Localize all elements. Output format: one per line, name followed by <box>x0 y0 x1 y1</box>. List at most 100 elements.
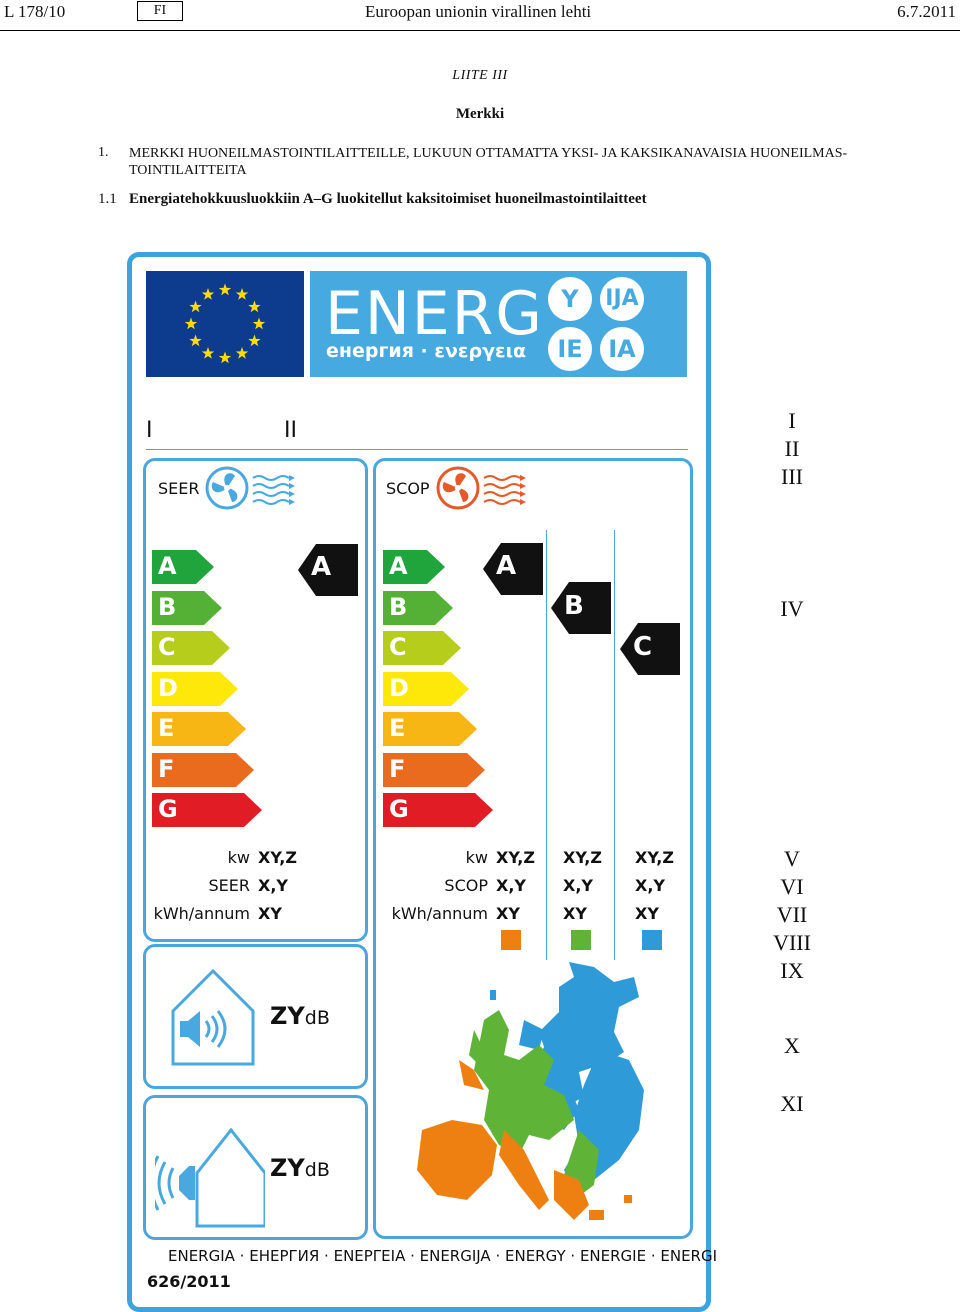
scop-value-average: XY,Z <box>496 848 535 867</box>
lang-suffix-circle: Y <box>548 277 592 321</box>
section-1-1-text: Energiatehokkuusluokkiin A–G luokitellut… <box>129 191 647 207</box>
model-marker: II <box>284 418 297 443</box>
scop-row-label: kWh/annum <box>391 904 488 923</box>
scop-rating-letter: A <box>496 551 517 581</box>
zone-average-swatch <box>501 930 521 950</box>
outdoor-noise-value: ZYdB <box>270 1154 330 1182</box>
lang-suffix-circle: IJA <box>600 277 644 321</box>
scop-class-letter: F <box>389 754 406 783</box>
scop-row-label: SCOP <box>444 876 488 895</box>
seer-class-letter: C <box>158 633 176 661</box>
seer-label: SEER <box>158 479 200 498</box>
outdoor-noise-unit: dB <box>304 1159 330 1181</box>
scop-value-average: X,Y <box>496 876 526 895</box>
scop-rating-arrow-average <box>483 543 543 595</box>
seer-class-letter: A <box>158 552 177 580</box>
fan-cool-icon <box>205 466 295 510</box>
scop-class-letter: E <box>389 714 406 742</box>
scop-value-warmer: XY <box>635 904 659 923</box>
scop-class-letter: A <box>389 552 408 580</box>
eu-star-icon <box>218 351 232 364</box>
scop-label: SCOP <box>386 479 430 498</box>
scop-rating-arrow-warmer <box>620 623 680 675</box>
lang-suffix-circle: IE <box>548 327 592 371</box>
energy-languages: ENERGIA · ЕНЕРГИЯ · ΕΝΕΡΓΕΙΑ · ENERGIJA … <box>168 1247 718 1265</box>
zone-warmer-swatch <box>642 930 662 950</box>
roman-numeral: I <box>788 408 796 433</box>
roman-numeral: VII <box>776 902 808 927</box>
scop-class-bar: B <box>383 590 453 625</box>
seer-rating-arrow <box>298 544 358 596</box>
lang-suffix-circle: IA <box>600 327 644 371</box>
indoor-speaker-icon <box>171 968 255 1066</box>
roman-numeral: IV <box>780 596 804 621</box>
indoor-noise-panel <box>143 944 368 1089</box>
regulation-number: 626/2011 <box>147 1272 231 1291</box>
scop-class-letter: B <box>389 592 408 621</box>
section-1-number: 1. <box>98 145 109 160</box>
eu-star-icon <box>201 346 215 359</box>
scop-panel <box>373 458 693 1239</box>
scop-rating-letter: C <box>633 632 653 662</box>
seer-class-letter: E <box>158 714 175 742</box>
outdoor-noise-number: ZY <box>270 1154 305 1182</box>
eu-star-icon <box>189 334 202 347</box>
annex-title: LIITE III <box>452 68 508 83</box>
eu-star-icon <box>248 334 261 347</box>
seer-rating-letter: A <box>311 552 332 582</box>
seer-class-bar: C <box>152 631 230 665</box>
energy-label-frame <box>127 252 711 1312</box>
roman-numeral: II <box>784 436 800 461</box>
supplier-marker: I <box>146 418 153 443</box>
journal-title: Euroopan unionin virallinen lehti <box>365 2 592 21</box>
scop-class-bar: D <box>383 671 469 706</box>
section-1-text: MERKKI HUONEILMASTOINTILAITTEILLE, LUKUU… <box>129 146 848 178</box>
scop-value-colder: XY,Z <box>563 848 602 867</box>
section-heading: Merkki <box>455 106 505 122</box>
scop-rating-arrow-colder <box>551 582 611 634</box>
seer-value: XY <box>258 904 282 923</box>
eu-flag <box>146 271 304 377</box>
eu-star-icon <box>235 346 249 359</box>
eu-star-icon <box>189 300 202 313</box>
language-box: FI <box>137 1 183 21</box>
eu-star-icon <box>252 317 266 330</box>
scop-class-bar: G <box>383 793 493 827</box>
eu-star-icon <box>235 288 249 300</box>
outdoor-noise-panel <box>143 1095 368 1240</box>
zone-colder-swatch <box>571 930 591 950</box>
roman-numeral: XI <box>780 1091 804 1116</box>
roman-numeral: VI <box>780 874 804 899</box>
section-1-1-number: 1.1 <box>98 191 117 207</box>
fan-heat-icon <box>436 466 526 510</box>
zone-divider <box>614 530 615 960</box>
zone-divider <box>546 530 547 960</box>
scop-class-bar: A <box>383 550 445 584</box>
scop-row-label: kw <box>465 848 488 867</box>
scop-value-warmer: X,Y <box>635 876 665 895</box>
seer-class-bar: G <box>152 793 262 827</box>
scop-value-warmer: XY,Z <box>635 848 674 867</box>
roman-numeral: IX <box>780 958 804 983</box>
scop-class-letter: G <box>389 795 409 823</box>
seer-row-label: kWh/annum <box>153 904 250 923</box>
seer-value: X,Y <box>258 876 288 895</box>
roman-numeral: III <box>781 464 803 489</box>
scop-value-colder: X,Y <box>563 876 593 895</box>
eu-star-icon <box>184 317 198 330</box>
scop-class-letter: C <box>389 633 407 661</box>
roman-numeral: VIII <box>773 930 811 955</box>
seer-class-bar: F <box>152 752 254 787</box>
seer-row-label: kw <box>227 848 250 867</box>
roman-numeral: X <box>784 1033 800 1058</box>
seer-row-label: SEER <box>208 876 251 895</box>
publication-date: 6.7.2011 <box>897 2 956 21</box>
scop-value-average: XY <box>496 904 520 923</box>
seer-class-letter: B <box>158 592 177 621</box>
seer-class-letter: G <box>158 795 178 823</box>
energ-wordmark: ENERG <box>325 279 544 349</box>
seer-panel <box>143 458 368 942</box>
seer-class-bar: D <box>152 671 238 706</box>
seer-class-letter: F <box>158 754 175 783</box>
europe-map <box>417 962 644 1220</box>
